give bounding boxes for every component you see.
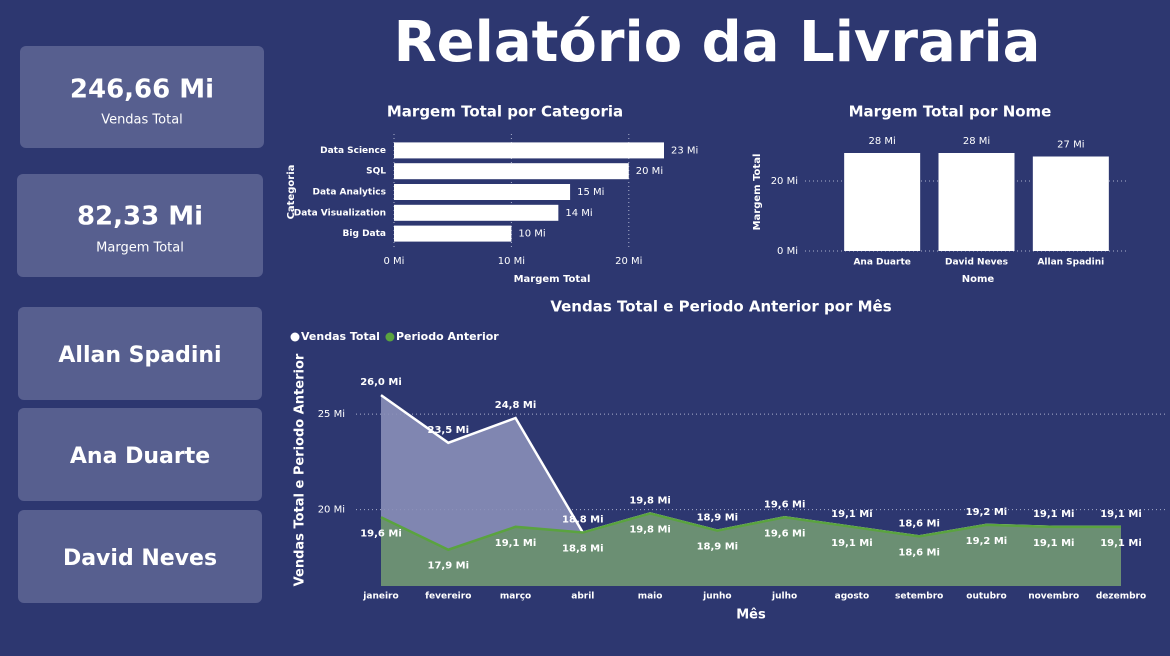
y-tick-label: SQL [366, 167, 386, 177]
value-label: 18,6 Mi [898, 518, 940, 529]
x-tick-label: julho [771, 592, 797, 602]
y-tick-label: 20 Mi [771, 176, 798, 187]
value-label: 24,8 Mi [495, 400, 537, 411]
value-label: 19,8 Mi [629, 524, 671, 535]
legend-label: Periodo Anterior [396, 330, 499, 343]
x-tick-label: março [500, 592, 531, 602]
y-axis-label: Vendas Total e Periodo Anterior [293, 353, 308, 586]
x-axis-label: Nome [962, 274, 995, 285]
value-label: 17,9 Mi [427, 561, 469, 572]
value-label: 18,9 Mi [697, 513, 739, 524]
chart-title: Margem Total por Nome [849, 103, 1052, 121]
slicer-label[interactable]: Allan Spadini [58, 343, 221, 368]
bar [394, 225, 512, 242]
x-tick-label: Ana Duarte [853, 258, 910, 268]
kpi-card [20, 46, 264, 148]
value-label: 19,6 Mi [764, 528, 806, 539]
x-tick-label: dezembro [1096, 592, 1146, 602]
x-tick-label: janeiro [362, 592, 398, 602]
value-label: 19,2 Mi [966, 536, 1008, 547]
value-label: 18,6 Mi [898, 547, 940, 558]
x-axis-label: Mês [736, 608, 766, 623]
x-tick-label: 10 Mi [498, 256, 525, 267]
y-axis-label: Categoria [286, 165, 297, 220]
x-tick-label: 0 Mi [384, 256, 405, 267]
y-tick-label: 20 Mi [318, 505, 345, 516]
x-tick-label: junho [702, 592, 732, 602]
bar [394, 184, 571, 200]
value-label: 26,0 Mi [360, 377, 402, 388]
value-label: 20 Mi [636, 166, 663, 177]
value-label: 19,6 Mi [764, 499, 806, 510]
y-tick-label: 0 Mi [777, 246, 798, 257]
value-label: 19,1 Mi [495, 538, 537, 549]
y-tick-label: Big Data [343, 229, 386, 239]
slicer-button[interactable] [18, 408, 262, 501]
y-tick-label: Data Analytics [312, 188, 386, 198]
value-label: 28 Mi [963, 136, 990, 147]
legend-marker [385, 332, 395, 342]
value-label: 18,8 Mi [562, 544, 604, 555]
x-axis-label: Margem Total [514, 274, 591, 285]
value-label: 19,6 Mi [360, 528, 402, 539]
legend-marker [290, 332, 300, 342]
value-label: 19,1 Mi [831, 538, 873, 549]
value-label: 10 Mi [518, 229, 545, 240]
x-tick-label: fevereiro [425, 592, 471, 602]
value-label: 19,2 Mi [966, 507, 1008, 518]
bar [1032, 156, 1109, 251]
value-label: 28 Mi [869, 136, 896, 147]
value-label: 15 Mi [577, 187, 604, 198]
slicer-label[interactable]: Ana Duarte [70, 444, 210, 469]
value-label: 23 Mi [671, 145, 698, 156]
slicer-button[interactable] [18, 307, 262, 400]
bar [938, 153, 1015, 251]
x-tick-label: David Neves [945, 258, 1008, 268]
page-title: Relatório da Livraria [394, 10, 1041, 75]
x-tick-label: maio [638, 592, 663, 602]
x-tick-label: outubro [966, 592, 1006, 602]
value-label: 23,5 Mi [427, 425, 469, 436]
kpi-label: Vendas Total [101, 113, 183, 128]
x-tick-label: abril [571, 592, 594, 602]
value-label: 19,1 Mi [1033, 538, 1075, 549]
slicer-button[interactable] [18, 510, 262, 603]
value-label: 14 Mi [565, 208, 592, 219]
x-tick-label: setembro [895, 592, 943, 602]
value-label: 19,1 Mi [1100, 509, 1142, 520]
y-tick-label: Data Science [320, 146, 386, 156]
bar [394, 163, 629, 180]
x-tick-label: novembro [1028, 592, 1079, 602]
value-label: 19,1 Mi [1033, 509, 1075, 520]
value-label: 18,8 Mi [562, 515, 604, 526]
kpi-value: 82,33 Mi [77, 202, 203, 232]
x-tick-label: 20 Mi [615, 256, 642, 267]
value-label: 19,1 Mi [831, 509, 873, 520]
y-tick-label: Data Visualization [294, 208, 386, 218]
kpi-value: 246,66 Mi [70, 75, 214, 105]
value-label: 19,8 Mi [629, 495, 671, 506]
value-label: 27 Mi [1057, 140, 1084, 151]
line [380, 512, 1121, 552]
value-label: 19,1 Mi [1100, 538, 1142, 549]
x-tick-label: agosto [835, 592, 870, 602]
legend-label: Vendas Total [301, 330, 380, 343]
chart-title: Margem Total por Categoria [387, 103, 623, 121]
x-tick-label: Allan Spadini [1037, 258, 1104, 268]
kpi-label: Margem Total [96, 241, 184, 256]
kpi-card [17, 174, 263, 277]
bar [844, 153, 921, 251]
bar [394, 204, 559, 221]
value-label: 18,9 Mi [697, 542, 739, 553]
y-tick-label: 25 Mi [318, 409, 345, 420]
slicer-label[interactable]: David Neves [63, 546, 217, 571]
y-axis-label: Margem Total [752, 154, 763, 231]
chart-title: Vendas Total e Periodo Anterior por Mês [550, 298, 891, 316]
bar [394, 142, 664, 159]
